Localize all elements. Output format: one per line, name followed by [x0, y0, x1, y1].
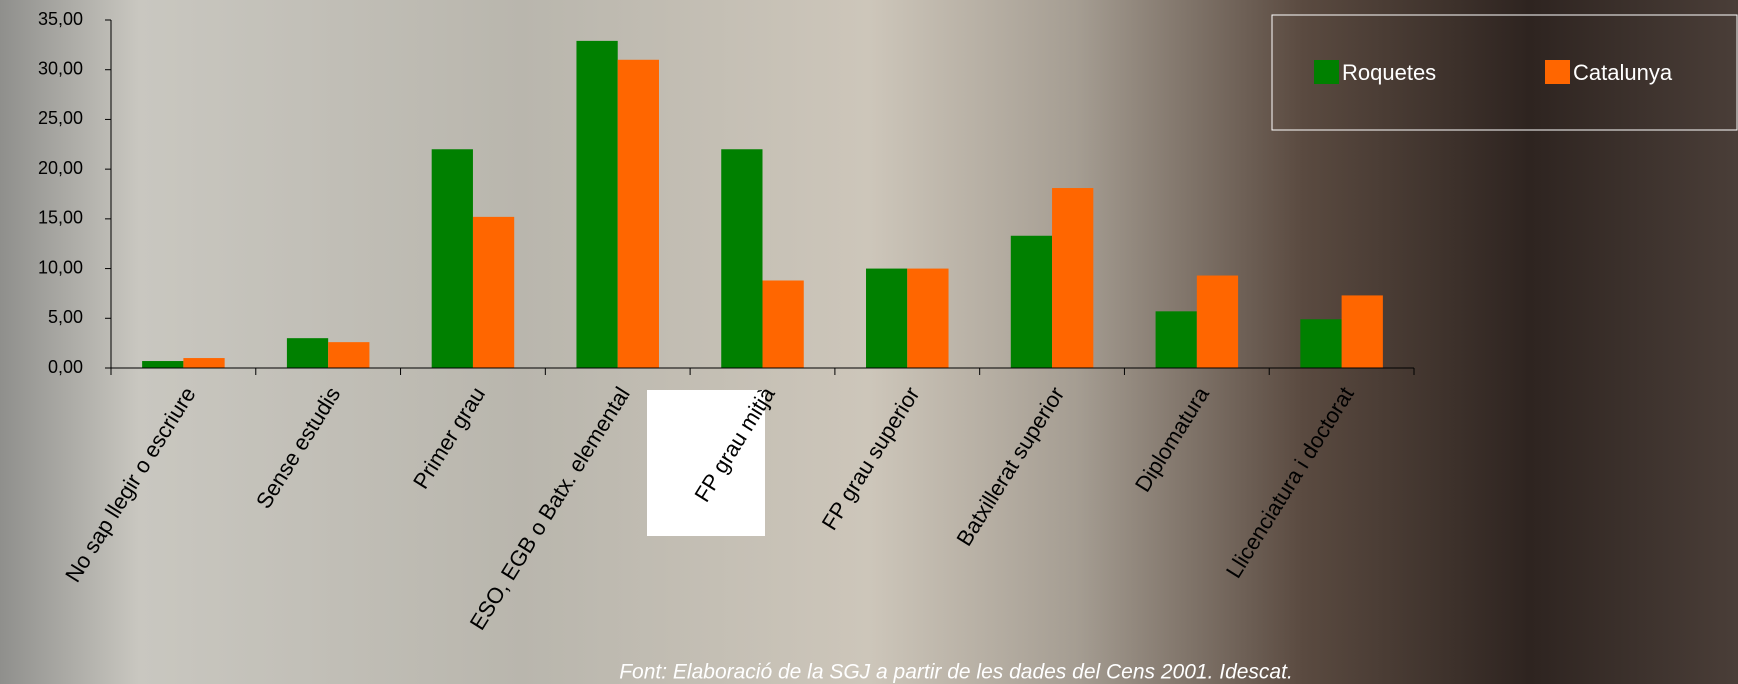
bar	[1052, 188, 1094, 368]
y-tick-label: 35,00	[38, 9, 83, 29]
y-tick-label: 20,00	[38, 158, 83, 178]
bar	[617, 59, 659, 369]
bar	[1155, 311, 1197, 368]
y-tick-label: 5,00	[48, 307, 83, 327]
bar	[1196, 275, 1239, 368]
legend-swatch	[1545, 60, 1570, 84]
y-tick-label: 15,00	[38, 208, 83, 228]
bar	[1300, 319, 1342, 368]
bar	[762, 280, 804, 368]
bar	[866, 268, 908, 368]
source-note: Font: Elaboració de la SGJ a partir de l…	[619, 661, 1293, 684]
y-tick-label: 0,00	[48, 357, 83, 377]
bar	[142, 361, 184, 368]
legend-label: Roquetes	[1342, 60, 1436, 85]
bar	[721, 149, 763, 368]
bar	[286, 338, 329, 368]
y-tick-label: 25,00	[38, 108, 83, 128]
legend-box	[1271, 14, 1738, 131]
legend-swatch	[1314, 60, 1339, 84]
bar	[907, 268, 949, 368]
bar	[472, 216, 515, 368]
bar	[1010, 235, 1053, 368]
bar	[576, 40, 618, 368]
label-highlight	[647, 390, 765, 536]
bar	[431, 149, 473, 368]
bar	[183, 358, 225, 368]
y-tick-label: 30,00	[38, 58, 83, 78]
bar	[328, 342, 370, 368]
bar	[1341, 295, 1383, 368]
legend-label: Catalunya	[1573, 60, 1673, 85]
y-tick-label: 10,00	[38, 257, 83, 277]
